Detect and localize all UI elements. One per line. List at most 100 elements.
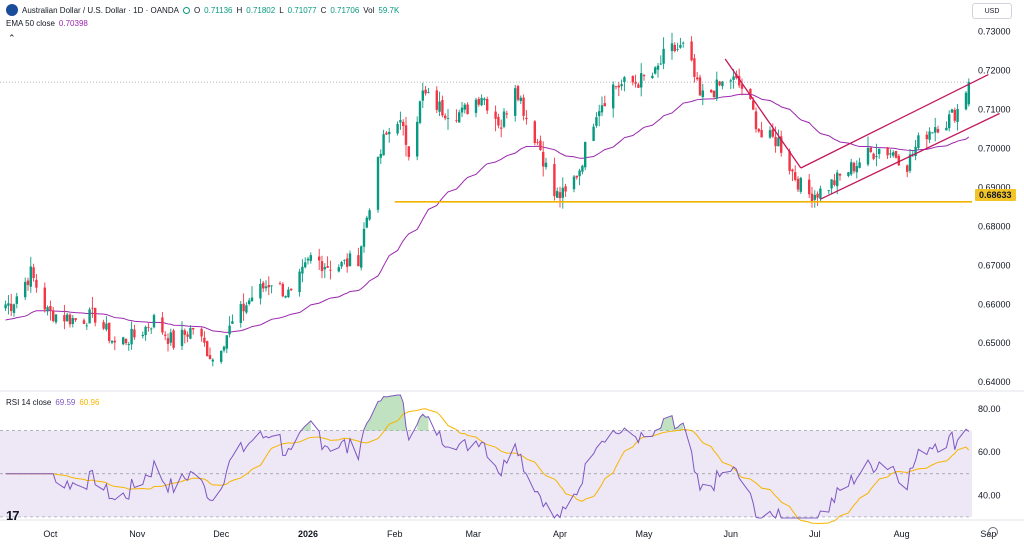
candle-body [424, 89, 427, 94]
candle-body [936, 129, 940, 133]
candle-body [696, 77, 699, 80]
candle-body [290, 288, 293, 291]
candle-body [502, 111, 506, 127]
candle-body [771, 129, 774, 137]
rsi-axis-label: 40.00 [978, 490, 1001, 500]
candle-body [598, 111, 601, 117]
candle-body [679, 44, 682, 48]
candle-body [813, 194, 816, 200]
candle-body [483, 98, 486, 101]
candle-body [788, 150, 791, 171]
ohlc-h-label: H [236, 5, 243, 15]
candle-body [169, 332, 172, 343]
candle-body [108, 322, 111, 341]
candle-body [231, 321, 234, 324]
candle-body [777, 137, 780, 147]
time-axis-label: Jun [724, 529, 739, 539]
volume-label: Vol [363, 5, 375, 15]
candle-body [418, 101, 422, 123]
candle-body [183, 330, 186, 335]
candle-body [477, 98, 480, 105]
market-status-icon [182, 6, 190, 14]
candle-body [799, 177, 802, 192]
candle-body [967, 82, 970, 105]
candle-body [346, 258, 349, 267]
candle-body [441, 100, 444, 116]
candle-body [794, 172, 797, 180]
rsi-ma-legend-value: 60.96 [79, 398, 100, 407]
candle-body [875, 156, 878, 157]
candle-body [270, 285, 273, 287]
candle-body [866, 147, 870, 165]
candle-body [466, 104, 469, 115]
candle-body [539, 140, 542, 151]
candle-body [250, 297, 254, 302]
candle-body [892, 152, 895, 156]
symbol-title[interactable]: Australian Dollar / U.S. Dollar · 1D · O… [22, 5, 179, 15]
time-axis-label: May [635, 529, 653, 539]
candle-body [827, 190, 830, 192]
candle-body [603, 103, 606, 107]
candle-body [673, 44, 676, 52]
candle-body [267, 284, 270, 288]
candle-body [505, 113, 508, 115]
symbol-legend: Australian Dollar / U.S. Dollar · 1D · O… [6, 4, 399, 16]
price-axis-label: 0.72000 [978, 66, 1011, 76]
candle-body [192, 327, 195, 330]
candle-body [133, 329, 136, 338]
candle-body [85, 325, 88, 327]
candle-body [402, 121, 405, 127]
candle-body [144, 326, 147, 336]
candle-body [934, 127, 937, 133]
candle-body [584, 141, 587, 168]
candle-body [421, 90, 424, 101]
ohlc-open: 0.71136 [204, 5, 233, 15]
candle-body [757, 129, 760, 132]
candle-body [869, 147, 872, 153]
price-axis-label: 0.66000 [978, 299, 1011, 309]
chevron-up-icon[interactable]: ⌃ [8, 33, 16, 43]
candle-body [634, 82, 637, 84]
candle-body [810, 193, 814, 202]
tradingview-logo[interactable]: 17 [6, 508, 20, 523]
currency-selector[interactable]: USD [972, 3, 1012, 19]
gear-icon[interactable] [988, 527, 998, 537]
candle-body [147, 327, 150, 329]
candle-body [850, 162, 853, 175]
candle-body [203, 337, 206, 343]
candle-body [248, 300, 251, 304]
currency-selector-label: USD [984, 7, 1000, 15]
candle-body [318, 256, 321, 261]
candle-body [906, 165, 909, 172]
candle-body [651, 75, 654, 79]
candle-body [161, 317, 164, 333]
candle-body [796, 178, 800, 190]
rsi-line [5, 394, 970, 519]
candle-body [376, 157, 380, 210]
candle-body [925, 134, 928, 140]
candle-body [368, 210, 371, 220]
candle-body [396, 123, 399, 134]
candle-body [29, 266, 32, 287]
candle-body [698, 77, 702, 96]
candle-body [715, 79, 718, 99]
time-axis-label: Nov [129, 529, 146, 539]
candle-body [66, 314, 69, 322]
candle-body [637, 84, 640, 88]
candle-body [206, 341, 209, 357]
ohlc-o-label: O [193, 5, 201, 15]
candle-body [945, 127, 948, 131]
time-axis-label: Jul [809, 529, 821, 539]
candle-body [953, 109, 956, 121]
rsi-legend[interactable]: RSI 14 close 69.59 60.96 [6, 398, 99, 407]
candle-body [838, 173, 842, 176]
candle-body [878, 148, 881, 155]
ema-legend[interactable]: EMA 50 close 0.70398 [6, 19, 88, 28]
candle-body [617, 85, 620, 88]
candle-body [670, 43, 674, 52]
time-axis-label: Oct [43, 529, 58, 539]
candle-body [894, 150, 898, 158]
candle-body [222, 346, 226, 351]
candle-body [122, 337, 125, 345]
